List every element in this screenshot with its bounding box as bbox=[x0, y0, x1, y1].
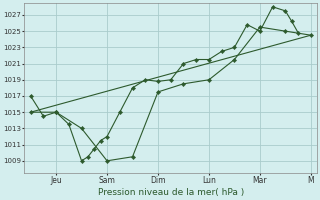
X-axis label: Pression niveau de la mer( hPa ): Pression niveau de la mer( hPa ) bbox=[98, 188, 244, 197]
